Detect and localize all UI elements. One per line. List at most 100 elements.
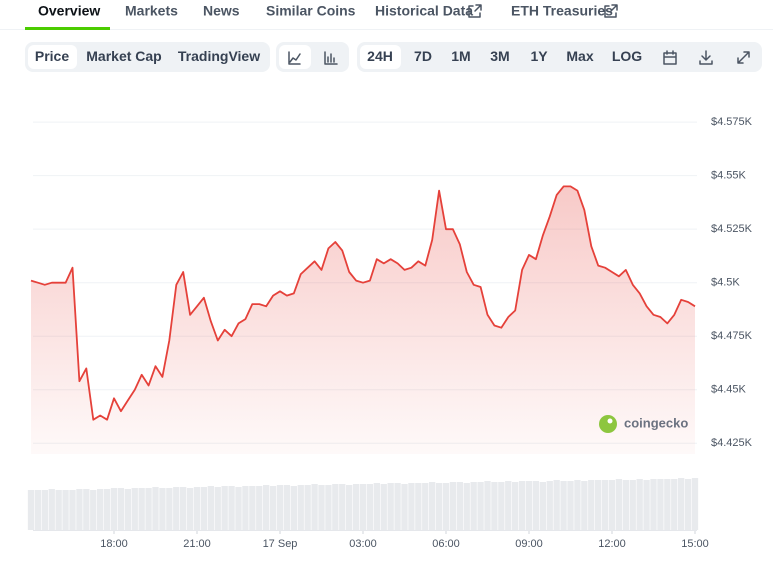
line-chart-icon[interactable] [288,51,301,65]
volume-bar [249,486,256,530]
volume-bar [27,490,35,530]
volume-bar [103,489,111,530]
volume-bar [608,480,616,530]
volume-bar [200,487,208,530]
active-tab-underline [25,27,110,30]
tab[interactable]: Historical Data [375,3,473,19]
y-tick-label: $4.5K [711,277,740,289]
volume-bar [69,490,76,530]
range-button[interactable]: 7D [414,48,432,64]
volume-bar [456,482,463,530]
volume-bar [601,480,609,530]
volume-bar [380,484,387,530]
watermark-logo [599,415,617,433]
volume-bar [256,486,263,530]
price-area [31,186,695,454]
range-button[interactable]: Max [566,48,593,64]
x-tick-label: 09:00 [515,538,543,550]
volume-bar [401,484,408,530]
volume-bar [207,486,214,530]
volume-bar [532,481,540,530]
external-link-icon [604,4,618,18]
volume-bar [97,489,104,530]
volume-bar [567,481,574,530]
volume-bar [560,481,567,530]
volume-bar [297,485,304,530]
volume-bar [671,479,678,530]
volume-bar [691,478,699,530]
range-button[interactable]: 3M [490,48,509,64]
x-tick-label: 06:00 [432,538,460,550]
volume-bar [90,490,97,530]
expand-icon[interactable] [737,51,750,64]
volume-bar [366,484,374,530]
view-button[interactable]: Price [35,48,69,64]
selected-range [360,45,401,69]
volume-bar [491,482,498,530]
price-line [30,185,696,421]
volume-bar [539,482,546,530]
calendar-icon[interactable] [663,50,677,65]
x-tick-label: 18:00 [100,538,128,550]
x-tick-label: 17 Sep [263,538,298,550]
volume-bar [83,489,90,530]
volume-bar [221,486,228,530]
volume-bar [283,485,291,530]
volume-bar [463,483,470,530]
volume-bar [269,486,277,530]
volume-bar [622,480,629,530]
volume-bar [505,481,512,530]
volume-bar [131,488,138,530]
volume-bar [498,482,505,530]
x-tick-label: 03:00 [349,538,377,550]
volume-bar [145,488,152,530]
volume-bar [193,487,201,530]
tab[interactable]: Similar Coins [266,3,356,19]
volume-bar [650,479,657,530]
volume-bar [110,488,118,530]
y-tick-label: $4.525K [711,223,753,235]
tab[interactable]: Overview [38,3,100,19]
volume-bar [636,479,643,530]
range-group [357,42,762,72]
tab[interactable]: News [203,3,240,19]
volume-bar [442,483,450,530]
volume-bar [546,481,553,530]
volume-bar [429,482,436,530]
volume-bar [449,482,457,530]
y-tick-label: $4.575K [711,116,753,128]
selected-view [28,45,77,69]
tab[interactable]: ETH Treasuries [511,3,613,19]
volume-bar [304,485,311,530]
volume-bar [595,480,602,530]
price-chart: $4.425K $4.45K $4.475K $4.5K $4.525K $4.55K $4… [27,116,753,550]
volume-bar [684,479,692,530]
volume-bar [214,487,221,530]
range-button[interactable]: 1Y [530,48,548,64]
range-button[interactable]: 1M [451,48,470,64]
volume-bar [629,480,636,530]
y-tick-label: $4.55K [711,170,747,182]
download-icon[interactable] [699,50,713,65]
volume-bar [553,480,560,530]
volume-bar [574,480,581,530]
view-button[interactable]: Market Cap [86,48,161,64]
view-button[interactable]: TradingView [178,48,260,64]
watermark-logo-eye [607,418,613,424]
volume-bar [173,487,180,530]
volume-bar [311,484,318,530]
volume-bar [422,483,429,530]
tab[interactable]: Markets [125,3,178,19]
volume-bar [290,486,297,530]
watermark: coingecko [624,415,688,430]
candle-chart-icon[interactable] [324,51,338,65]
volume-bar [346,485,353,530]
volume-bar [166,488,173,530]
range-button[interactable]: 24H [367,48,393,64]
volume-bar [394,483,401,530]
volume-bar [325,485,332,530]
volume-bar [512,482,519,530]
tab-bar: Overview Markets News Similar Coins Historic… [38,3,613,19]
range-button[interactable]: LOG [612,48,642,64]
volume-bar [408,483,415,530]
